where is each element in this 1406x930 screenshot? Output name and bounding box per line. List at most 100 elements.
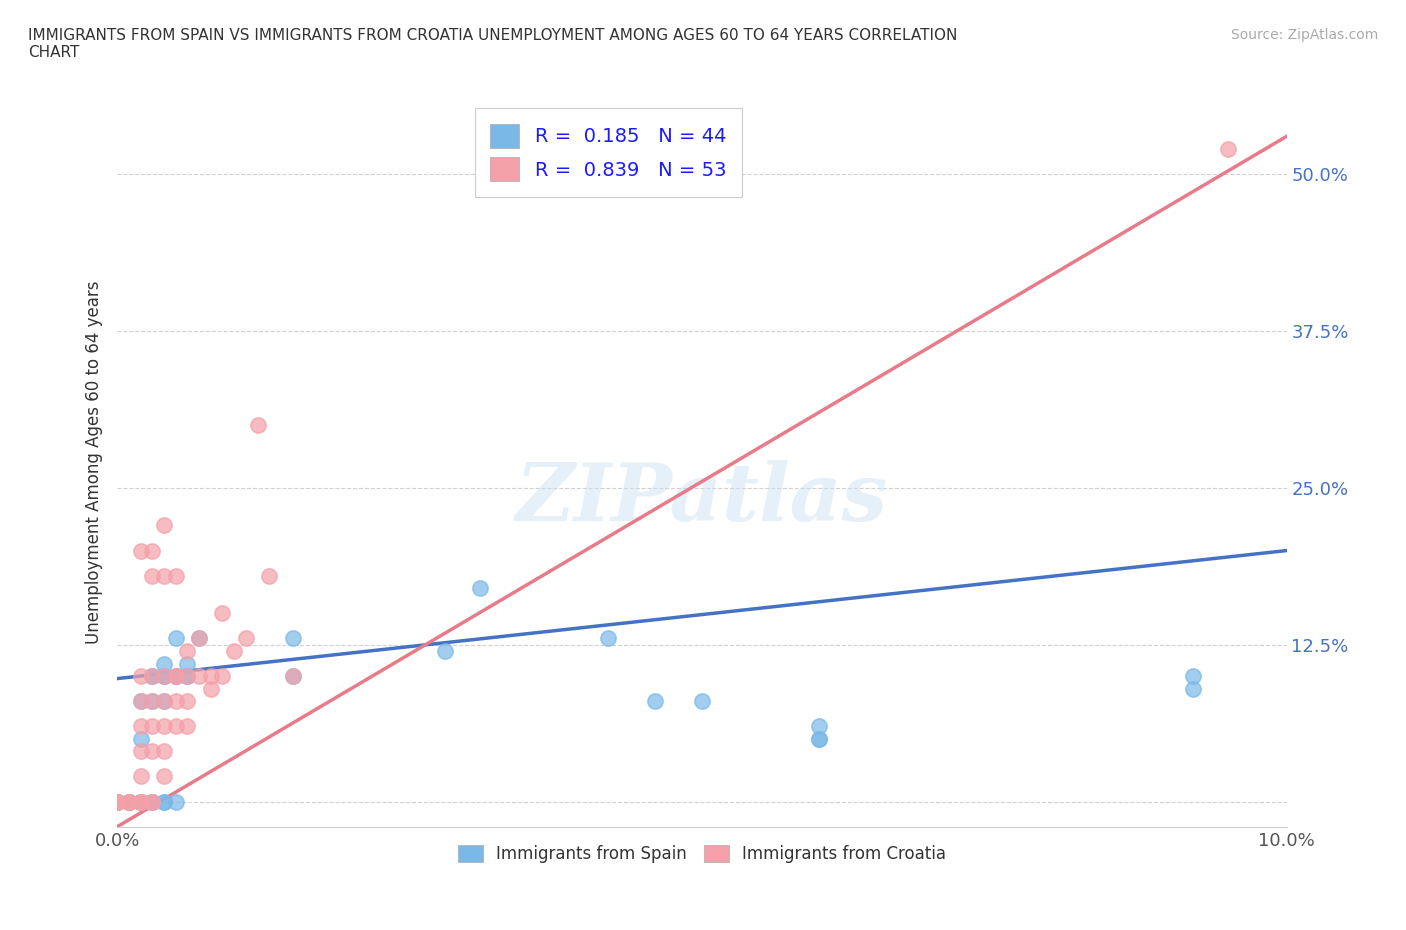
Point (141, 794, 163, 809)
Point (141, 794, 163, 809)
Point (281, 669, 304, 684)
Point (153, 794, 176, 809)
Point (153, 769, 176, 784)
Point (176, 694, 198, 709)
Point (129, 769, 152, 784)
Point (165, 669, 187, 684)
Text: ZIPatlas: ZIPatlas (516, 460, 889, 538)
Point (129, 694, 152, 709)
Point (105, 794, 128, 809)
Point (165, 719, 187, 734)
Point (129, 794, 152, 809)
Point (235, 631, 257, 645)
Point (153, 669, 176, 684)
Point (105, 794, 128, 809)
Point (129, 794, 152, 809)
Point (105, 794, 128, 809)
Point (644, 694, 666, 709)
Point (141, 744, 163, 759)
Point (105, 794, 128, 809)
Point (165, 669, 187, 684)
Point (141, 568, 163, 583)
Point (141, 669, 163, 684)
Point (246, 418, 269, 432)
Point (141, 719, 163, 734)
Point (165, 669, 187, 684)
Text: Source: ZipAtlas.com: Source: ZipAtlas.com (1230, 28, 1378, 42)
Point (141, 543, 163, 558)
Point (211, 669, 233, 684)
Point (188, 669, 211, 684)
Point (211, 605, 233, 620)
Point (1182, 669, 1205, 684)
Point (129, 794, 152, 809)
Point (129, 669, 152, 684)
Point (188, 631, 211, 645)
Point (153, 669, 176, 684)
Point (118, 794, 141, 809)
Point (129, 731, 152, 746)
Point (105, 794, 128, 809)
Point (433, 644, 456, 658)
Point (141, 669, 163, 684)
Point (153, 719, 176, 734)
Point (176, 669, 198, 684)
Point (153, 656, 176, 671)
Point (807, 731, 830, 746)
Point (468, 580, 491, 595)
Point (118, 794, 141, 809)
Point (129, 794, 152, 809)
Point (165, 669, 187, 684)
Point (141, 694, 163, 709)
Point (129, 794, 152, 809)
Point (118, 794, 141, 809)
Point (224, 644, 246, 658)
Point (807, 731, 830, 746)
Point (118, 794, 141, 809)
Point (176, 719, 198, 734)
Point (129, 794, 152, 809)
Point (200, 669, 222, 684)
Point (153, 694, 176, 709)
Point (153, 794, 176, 809)
Point (118, 794, 141, 809)
Point (281, 631, 304, 645)
Point (257, 568, 280, 583)
Y-axis label: Unemployment Among Ages 60 to 64 years: Unemployment Among Ages 60 to 64 years (86, 281, 103, 644)
Point (129, 719, 152, 734)
Point (129, 794, 152, 809)
Point (176, 644, 198, 658)
Point (153, 669, 176, 684)
Point (153, 744, 176, 759)
Point (118, 794, 141, 809)
Point (105, 794, 128, 809)
Point (153, 694, 176, 709)
Point (153, 518, 176, 533)
Point (165, 694, 187, 709)
Point (690, 694, 713, 709)
Point (105, 794, 128, 809)
Point (153, 568, 176, 583)
Point (176, 669, 198, 684)
Point (165, 794, 187, 809)
Point (105, 794, 128, 809)
Point (129, 543, 152, 558)
Legend: Immigrants from Spain, Immigrants from Croatia: Immigrants from Spain, Immigrants from C… (451, 838, 953, 870)
Point (1216, 141, 1239, 156)
Point (200, 681, 222, 696)
Point (807, 719, 830, 734)
Point (105, 794, 128, 809)
Point (188, 631, 211, 645)
Point (141, 669, 163, 684)
Point (129, 694, 152, 709)
Point (165, 631, 187, 645)
Point (1182, 681, 1205, 696)
Point (141, 694, 163, 709)
Point (176, 669, 198, 684)
Point (281, 669, 304, 684)
Text: IMMIGRANTS FROM SPAIN VS IMMIGRANTS FROM CROATIA UNEMPLOYMENT AMONG AGES 60 TO 6: IMMIGRANTS FROM SPAIN VS IMMIGRANTS FROM… (28, 28, 957, 60)
Point (141, 794, 163, 809)
Point (165, 568, 187, 583)
Point (176, 656, 198, 671)
Point (129, 744, 152, 759)
